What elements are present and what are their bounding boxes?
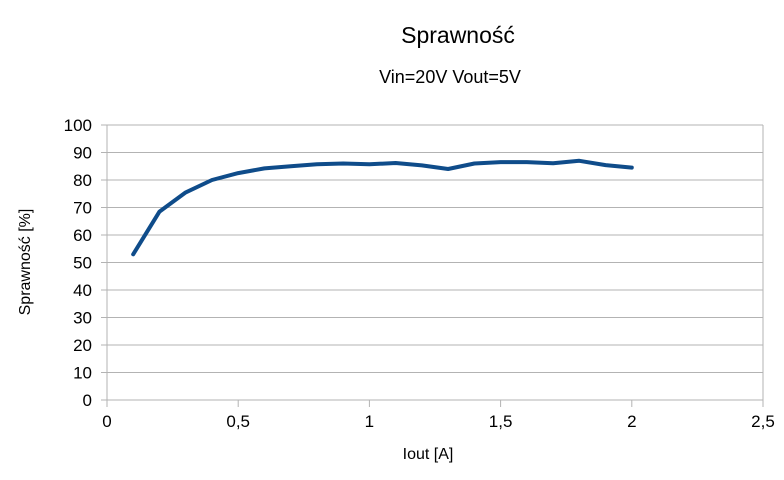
y-tick-label: 30 (73, 309, 92, 328)
x-tick-label: 0,5 (226, 412, 250, 431)
y-tick-label: 10 (73, 364, 92, 383)
x-tick-label: 2,5 (751, 412, 775, 431)
x-tick-label: 1,5 (489, 412, 513, 431)
y-tick-label: 40 (73, 281, 92, 300)
x-tick-label: 1 (365, 412, 374, 431)
y-tick-label: 20 (73, 336, 92, 355)
x-tick-label: 0 (102, 412, 111, 431)
y-tick-label: 60 (73, 226, 92, 245)
y-tick-label: 80 (73, 171, 92, 190)
y-tick-label: 100 (64, 116, 92, 135)
y-tick-label: 70 (73, 199, 92, 218)
x-axis-title: Iout [A] (402, 446, 454, 463)
y-tick-label: 90 (73, 144, 92, 163)
efficiency-series-line (131, 158, 634, 257)
y-tick-label: 50 (73, 254, 92, 273)
chart-subtitle: Vin=20V Vout=5V (379, 67, 521, 87)
y-tick-label: 0 (83, 391, 92, 410)
chart-title: Sprawność (401, 22, 515, 48)
x-tick-label: 2 (627, 412, 636, 431)
